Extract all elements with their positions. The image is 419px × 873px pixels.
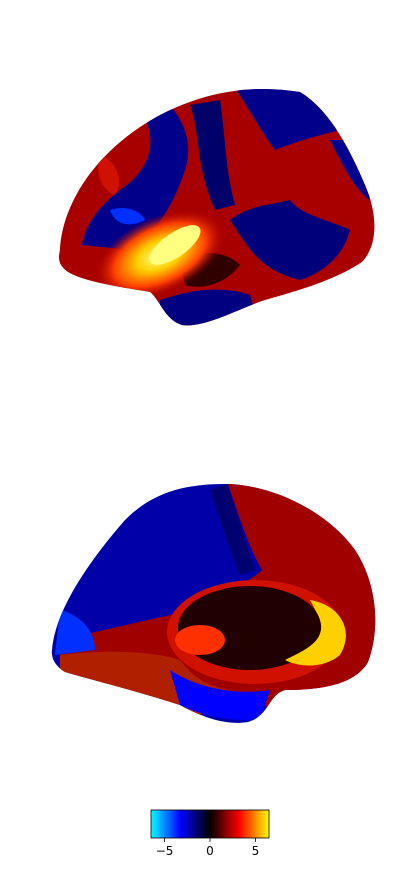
tick-label: −5 bbox=[156, 844, 174, 858]
medial-brain bbox=[51, 483, 376, 723]
tick-label: 5 bbox=[252, 844, 260, 858]
lateral-brain bbox=[58, 88, 375, 326]
colorbar-gradient bbox=[150, 809, 270, 839]
colorbar: −5 0 5 bbox=[150, 809, 270, 858]
tick-label: 0 bbox=[206, 844, 214, 858]
